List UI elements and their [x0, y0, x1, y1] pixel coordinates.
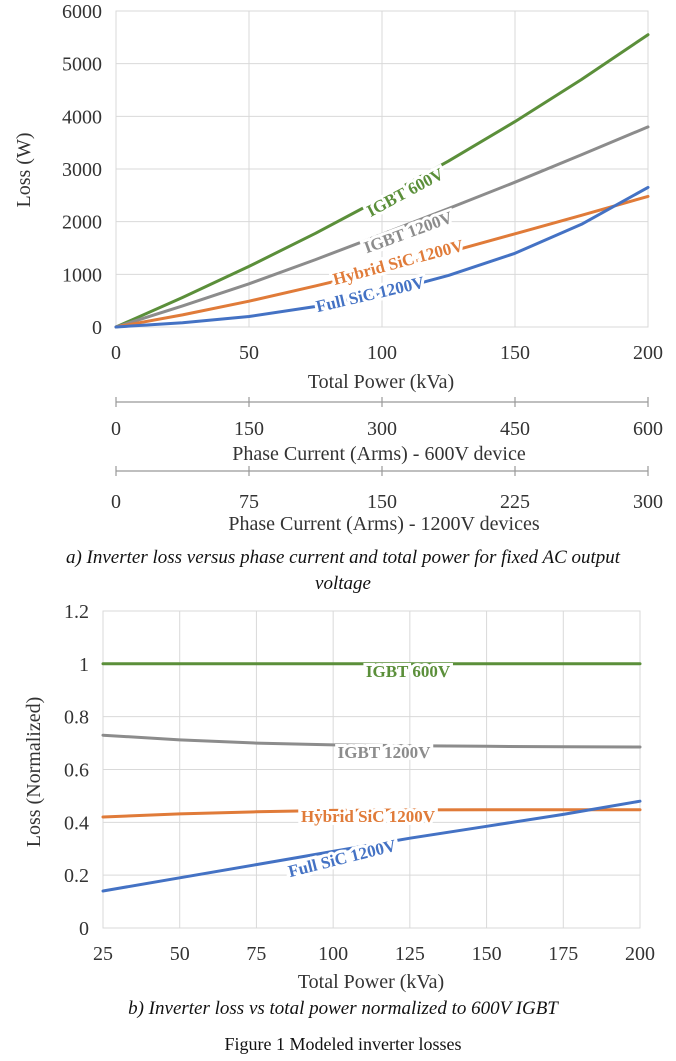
chart-b-y-tick-label: 0.8: [64, 707, 89, 729]
chart-b-y-tick-label: 0.4: [64, 812, 89, 834]
chart-b-series-label-hybrid-sic-1200v: Hybrid SiC 1200V: [298, 804, 439, 829]
chart-b-x-tick-label: 125: [395, 943, 425, 965]
chart-a-y-tick-label: 1000: [62, 264, 102, 286]
chart-b-caption: b) Inverter loss vs total power normaliz…: [128, 998, 559, 1019]
secondary-axis-1-tick-label: 0: [111, 418, 121, 440]
chart-b-x-tick-label: 175: [548, 943, 578, 965]
chart-a-y-tick-label: 0: [92, 317, 102, 339]
chart-a-x-tick-label: 100: [367, 342, 397, 364]
chart-b-series-label-text: Hybrid SiC 1200V: [301, 807, 436, 826]
chart-b-y-tick-label: 1.2: [64, 601, 89, 623]
chart-b-x-tick-label: 50: [170, 943, 190, 965]
secondary-axis-2-tick-label: 0: [111, 491, 121, 513]
secondary-axis-2-label: Phase Current (Arms) - 1200V devices: [228, 513, 539, 535]
chart-b-y-ticks: 0 0.2 0.4 0.6 0.8 1 1.2: [64, 601, 89, 940]
chart-a-series: [114, 33, 650, 329]
chart-b-y-tick-label: 1: [79, 654, 89, 676]
chart-a-x-ticks: 0 50 100 150 200: [111, 342, 663, 364]
chart-a-plot-area: [115, 10, 649, 328]
secondary-axis-1-ticks: 0 150 300 450 600: [111, 397, 663, 440]
secondary-axis-2-tick-label: 225: [500, 491, 530, 513]
chart-a-x-tick-label: 50: [239, 342, 259, 364]
chart-b-series-label-text: IGBT 600V: [366, 662, 451, 681]
chart-b-plot-area: [102, 610, 641, 929]
secondary-axis-2-tick-label: 300: [633, 491, 663, 513]
chart-b-y-tick-label: 0.2: [64, 865, 89, 887]
chart-a-x-tick-label: 200: [633, 342, 663, 364]
chart-a-grid: [115, 10, 649, 328]
chart-a-y-tick-label: 2000: [62, 212, 102, 234]
secondary-axis-2-ticks: 0 75 150 225 300: [111, 466, 663, 513]
chart-b-x-axis-label: Total Power (kVa): [298, 971, 444, 993]
chart-b-x-tick-label: 150: [472, 943, 502, 965]
secondary-axis-1-tick-label: 600: [633, 418, 663, 440]
secondary-axis-1-tick-label: 300: [367, 418, 397, 440]
chart-a-series-full-sic-1200v: [114, 185, 650, 329]
secondary-axis-1-tick-label: 450: [500, 418, 530, 440]
secondary-axis-1-tick-label: 150: [234, 418, 264, 440]
chart-a-x-tick-label: 150: [500, 342, 530, 364]
chart-b-y-axis-label: Loss (Normalized): [23, 697, 45, 848]
chart-b-series-label-text: Full SiC 1200V: [286, 836, 399, 881]
chart-b: IGBT 600V IGBT 1200V Hybrid SiC 1200V Full …: [23, 601, 655, 1019]
chart-b-y-tick-label: 0.6: [64, 760, 89, 782]
chart-a-y-tick-label: 3000: [62, 159, 102, 181]
chart-a-caption-line-1: a) Inverter loss versus phase current an…: [66, 547, 621, 568]
chart-b-series-label-igbt-1200v: IGBT 1200V: [335, 740, 434, 765]
secondary-axis-1-label: Phase Current (Arms) - 600V device: [232, 443, 526, 465]
chart-b-series: [101, 662, 642, 893]
chart-b-grid: [102, 610, 641, 929]
chart-b-series-igbt-1200v: [101, 733, 642, 749]
chart-b-series-hybrid-sic-1200v: [101, 808, 642, 819]
chart-a-series-igbt-1200v: [114, 125, 650, 329]
chart-a-series-igbt-600v: [114, 33, 650, 329]
chart-b-series-label-text: IGBT 1200V: [338, 743, 431, 762]
chart-a-caption-line-2: voltage: [315, 573, 371, 594]
chart-a-y-tick-label: 6000: [62, 1, 102, 23]
chart-b-series-label-full-sic-1200v: Full SiC 1200V: [283, 833, 402, 884]
chart-b-x-ticks: 25 50 75 100 125 150 175 200: [93, 943, 655, 965]
secondary-axis-2-tick-label: 150: [367, 491, 397, 513]
chart-a-y-tick-label: 5000: [62, 54, 102, 76]
chart-b-y-tick-label: 0: [79, 918, 89, 940]
chart-a-series-hybrid-sic-1200v: [114, 194, 650, 329]
chart-a-x-tick-label: 0: [111, 342, 121, 364]
figure-caption: Figure 1 Modeled inverter losses: [225, 1034, 462, 1054]
chart-a-y-tick-label: 4000: [62, 106, 102, 128]
chart-b-x-tick-label: 200: [625, 943, 655, 965]
chart-b-x-tick-label: 75: [246, 943, 266, 965]
chart-b-series-labels: IGBT 600V IGBT 1200V Hybrid SiC 1200V Full …: [283, 659, 454, 884]
chart-a-x-axis-label: Total Power (kVa): [308, 371, 454, 393]
chart-b-series-label-igbt-600v: IGBT 600V: [363, 659, 454, 684]
chart-b-series-full-sic-1200v: [101, 799, 642, 893]
chart-b-x-tick-label: 100: [318, 943, 348, 965]
chart-b-x-tick-label: 25: [93, 943, 113, 965]
chart-a-y-ticks: 0 1000 2000 3000 4000 5000 6000: [62, 1, 102, 339]
secondary-axis-2-tick-label: 75: [239, 491, 259, 513]
chart-a-y-axis-label: Loss (W): [13, 133, 35, 208]
